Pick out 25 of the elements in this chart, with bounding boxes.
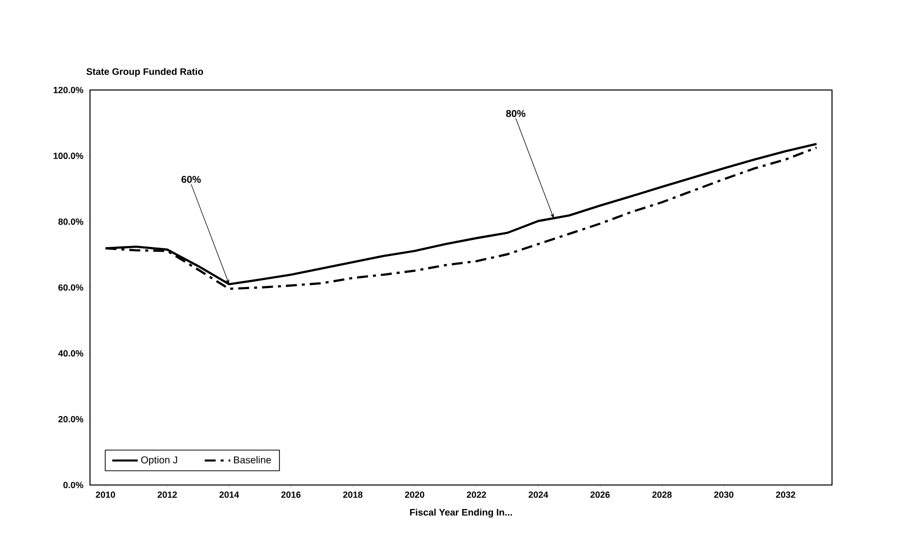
x-tick-label: 2024 bbox=[528, 492, 548, 498]
x-tick-label: 2032 bbox=[776, 492, 796, 498]
y-tick-label: 60.0% bbox=[58, 284, 84, 291]
x-tick-label: 2010 bbox=[96, 492, 116, 498]
x-tick-label: 2016 bbox=[281, 492, 301, 498]
y-tick-label: 80.0% bbox=[58, 218, 84, 225]
legend-label: Baseline bbox=[234, 456, 271, 464]
x-tick-label: 2014 bbox=[219, 492, 240, 498]
y-tick-label: 0.0% bbox=[63, 482, 84, 488]
annotation: 60% bbox=[182, 176, 201, 183]
chart-title: State Group Funded Ratio bbox=[86, 68, 204, 77]
x-tick-label: 2012 bbox=[158, 492, 177, 498]
x-tick-label: 2018 bbox=[343, 492, 362, 498]
x-tick-label: 2030 bbox=[714, 492, 734, 498]
y-tick-label: 100.0% bbox=[54, 152, 84, 160]
x-tick-label: 2026 bbox=[590, 492, 610, 498]
y-tick-label: 120.0% bbox=[54, 86, 84, 94]
legend-label: Option J bbox=[141, 456, 178, 466]
x-tick-label: 2020 bbox=[404, 492, 424, 498]
x-axis-title: Fiscal Year Ending In... bbox=[410, 508, 512, 518]
annotation: 80% bbox=[506, 110, 526, 118]
y-tick-label: 20.0% bbox=[58, 416, 84, 422]
x-tick-label: 2022 bbox=[466, 492, 486, 498]
x-tick-label: 2028 bbox=[652, 492, 672, 498]
y-tick-label: 40.0% bbox=[58, 350, 84, 357]
